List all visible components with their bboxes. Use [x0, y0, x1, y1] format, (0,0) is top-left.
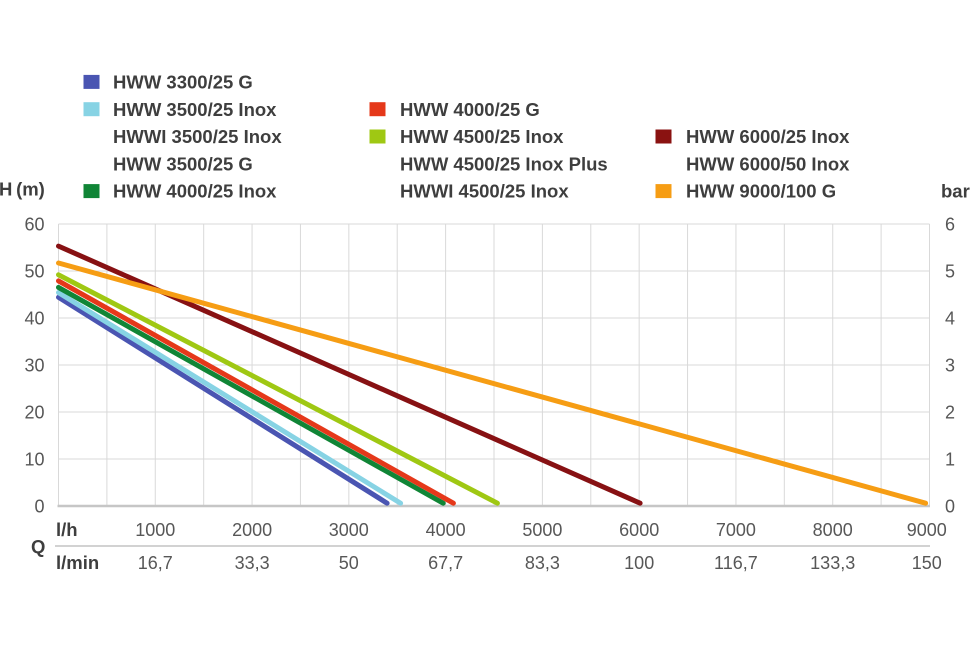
svg-text:33,3: 33,3: [235, 553, 270, 573]
svg-text:HWW 3500/25 Inox: HWW 3500/25 Inox: [113, 99, 277, 120]
svg-text:1: 1: [945, 450, 955, 470]
svg-text:l/min: l/min: [56, 552, 99, 573]
svg-text:3: 3: [945, 356, 955, 376]
svg-text:3000: 3000: [329, 520, 369, 540]
svg-text:6: 6: [945, 215, 955, 235]
svg-text:83,3: 83,3: [525, 553, 560, 573]
svg-text:2: 2: [945, 403, 955, 423]
svg-text:116,7: 116,7: [714, 553, 758, 573]
svg-text:4000: 4000: [426, 520, 466, 540]
svg-text:HWW 3500/25 G: HWW 3500/25 G: [113, 153, 253, 174]
svg-text:HWW 4000/25 G: HWW 4000/25 G: [400, 99, 540, 120]
svg-text:6000: 6000: [619, 520, 659, 540]
svg-text:0: 0: [34, 497, 44, 517]
svg-text:bar: bar: [941, 181, 970, 202]
svg-text:Q: Q: [31, 536, 45, 557]
svg-text:l/h: l/h: [56, 519, 78, 540]
svg-text:8000: 8000: [813, 520, 853, 540]
svg-text:H (m): H (m): [0, 179, 45, 200]
svg-text:7000: 7000: [716, 520, 756, 540]
svg-text:5000: 5000: [522, 520, 562, 540]
svg-text:40: 40: [24, 309, 44, 329]
svg-text:133,3: 133,3: [810, 553, 855, 573]
svg-text:HWW 9000/100 G: HWW 9000/100 G: [686, 181, 836, 202]
svg-text:HWW 4500/25 Inox Plus: HWW 4500/25 Inox Plus: [400, 153, 608, 174]
svg-text:HWW 6000/25 Inox: HWW 6000/25 Inox: [686, 126, 850, 147]
svg-text:HWWI 4500/25 Inox: HWWI 4500/25 Inox: [400, 181, 569, 202]
svg-text:20: 20: [24, 403, 44, 423]
svg-text:60: 60: [24, 215, 44, 235]
svg-text:4: 4: [945, 309, 955, 329]
svg-text:67,7: 67,7: [428, 553, 463, 573]
svg-text:50: 50: [24, 262, 44, 282]
svg-text:0: 0: [945, 497, 955, 517]
svg-text:16,7: 16,7: [138, 553, 173, 573]
svg-text:HWW 3300/25 G: HWW 3300/25 G: [113, 72, 253, 93]
svg-text:1000: 1000: [135, 520, 175, 540]
svg-text:30: 30: [24, 356, 44, 376]
svg-text:HWW 6000/50 Inox: HWW 6000/50 Inox: [686, 153, 850, 174]
svg-text:50: 50: [339, 553, 359, 573]
svg-text:2000: 2000: [232, 520, 272, 540]
svg-text:150: 150: [912, 553, 942, 573]
svg-text:HWW 4000/25 Inox: HWW 4000/25 Inox: [113, 181, 277, 202]
svg-text:9000: 9000: [907, 520, 947, 540]
svg-text:5: 5: [945, 262, 955, 282]
svg-text:100: 100: [624, 553, 654, 573]
svg-text:10: 10: [24, 450, 44, 470]
svg-text:HWW 4500/25 Inox: HWW 4500/25 Inox: [400, 126, 564, 147]
svg-text:HWWI 3500/25 Inox: HWWI 3500/25 Inox: [113, 126, 282, 147]
